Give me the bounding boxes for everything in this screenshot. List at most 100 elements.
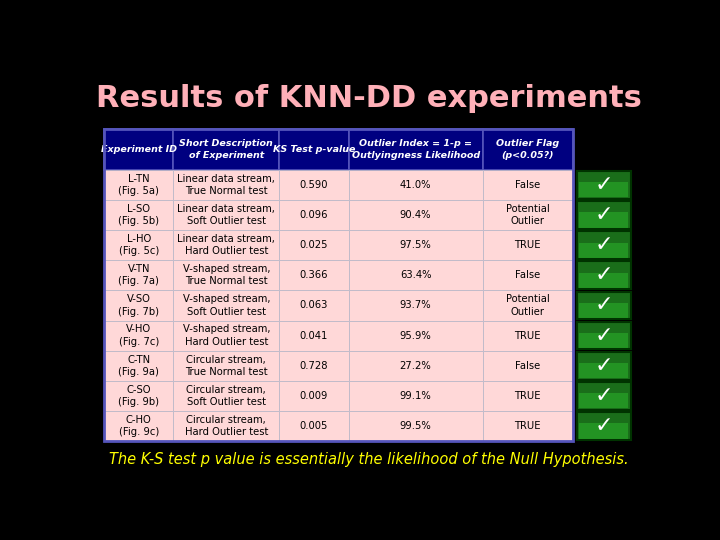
Text: C-TN
(Fig. 9a): C-TN (Fig. 9a) [118, 355, 159, 377]
Bar [482, 129, 572, 170]
Text: L-HO
(Fig. 5c): L-HO (Fig. 5c) [119, 234, 159, 256]
Bar [577, 352, 631, 380]
Text: 0.025: 0.025 [300, 240, 328, 250]
Text: V-shaped stream,
Hard Outlier test: V-shaped stream, Hard Outlier test [183, 325, 270, 347]
Bar [279, 200, 348, 230]
Bar [577, 201, 631, 229]
Text: V-shaped stream,
True Normal test: V-shaped stream, True Normal test [183, 264, 270, 287]
Text: 90.4%: 90.4% [400, 210, 431, 220]
Text: 41.0%: 41.0% [400, 180, 431, 190]
Bar [104, 381, 174, 411]
Text: C-SO
(Fig. 9b): C-SO (Fig. 9b) [118, 384, 159, 407]
Text: Results of KNN-DD experiments: Results of KNN-DD experiments [96, 84, 642, 112]
Text: False: False [515, 361, 540, 371]
Bar [577, 292, 631, 319]
Bar [279, 230, 348, 260]
Bar [580, 303, 629, 318]
Bar [482, 381, 572, 411]
Text: False: False [515, 271, 540, 280]
Bar [482, 200, 572, 230]
Text: The K-S test p value is essentially the likelihood of the Null Hypothesis.: The K-S test p value is essentially the … [109, 453, 629, 467]
Text: Potential
Outlier: Potential Outlier [505, 294, 549, 316]
Text: ✓: ✓ [595, 356, 613, 376]
Text: TRUE: TRUE [514, 330, 541, 341]
Bar [348, 200, 482, 230]
Text: 0.005: 0.005 [300, 421, 328, 431]
Bar [580, 273, 629, 288]
Text: ✓: ✓ [595, 265, 613, 285]
Text: 0.009: 0.009 [300, 391, 328, 401]
Bar [279, 291, 348, 321]
Bar [348, 321, 482, 350]
Bar [174, 291, 279, 321]
Bar [482, 291, 572, 321]
Bar [348, 350, 482, 381]
Bar [174, 200, 279, 230]
Text: ✓: ✓ [595, 235, 613, 255]
Bar [577, 322, 631, 349]
Text: 99.1%: 99.1% [400, 391, 431, 401]
Text: 0.041: 0.041 [300, 330, 328, 341]
Bar [482, 230, 572, 260]
Text: Circular stream,
Soft Outlier test: Circular stream, Soft Outlier test [186, 384, 266, 407]
Bar [580, 423, 629, 438]
Text: ✓: ✓ [595, 175, 613, 195]
Text: V-shaped stream,
Soft Outlier test: V-shaped stream, Soft Outlier test [183, 294, 270, 316]
Bar [482, 411, 572, 441]
Text: Potential
Outlier: Potential Outlier [505, 204, 549, 226]
Bar [348, 260, 482, 291]
Text: False: False [515, 180, 540, 190]
Bar [104, 411, 174, 441]
Text: 0.366: 0.366 [300, 271, 328, 280]
Bar [174, 321, 279, 350]
Text: Short Description
of Experiment: Short Description of Experiment [179, 139, 273, 159]
Text: V-SO
(Fig. 7b): V-SO (Fig. 7b) [118, 294, 159, 316]
Text: Linear data stream,
Hard Outlier test: Linear data stream, Hard Outlier test [177, 234, 275, 256]
Bar [174, 350, 279, 381]
Bar [279, 260, 348, 291]
Bar [279, 321, 348, 350]
Bar [577, 412, 631, 440]
Bar [104, 291, 174, 321]
Bar [580, 242, 629, 258]
Text: 63.4%: 63.4% [400, 271, 431, 280]
Bar [348, 170, 482, 200]
Bar [104, 230, 174, 260]
Bar [577, 171, 631, 199]
Bar [104, 350, 174, 381]
Bar [174, 381, 279, 411]
Bar [482, 350, 572, 381]
Text: 97.5%: 97.5% [400, 240, 431, 250]
Bar [580, 363, 629, 379]
Text: C-HO
(Fig. 9c): C-HO (Fig. 9c) [119, 415, 159, 437]
Bar [482, 260, 572, 291]
Bar [104, 129, 174, 170]
Text: 27.2%: 27.2% [400, 361, 431, 371]
Text: 95.9%: 95.9% [400, 330, 431, 341]
Bar [104, 260, 174, 291]
Bar [348, 411, 482, 441]
Text: L-TN
(Fig. 5a): L-TN (Fig. 5a) [118, 174, 159, 196]
Bar [174, 411, 279, 441]
Bar [580, 393, 629, 408]
Text: TRUE: TRUE [514, 240, 541, 250]
Text: 99.5%: 99.5% [400, 421, 431, 431]
Text: 0.728: 0.728 [300, 361, 328, 371]
Bar [104, 200, 174, 230]
Bar [279, 350, 348, 381]
Text: KS Test p-value: KS Test p-value [273, 145, 355, 154]
Text: 0.590: 0.590 [300, 180, 328, 190]
Text: ✓: ✓ [595, 386, 613, 406]
Text: ✓: ✓ [595, 205, 613, 225]
Text: Circular stream,
Hard Outlier test: Circular stream, Hard Outlier test [184, 415, 268, 437]
Text: 93.7%: 93.7% [400, 300, 431, 310]
Bar [104, 129, 572, 441]
Bar [174, 170, 279, 200]
Bar [482, 170, 572, 200]
Text: Circular stream,
True Normal test: Circular stream, True Normal test [185, 355, 268, 377]
Bar [174, 129, 279, 170]
Text: Linear data stream,
Soft Outlier test: Linear data stream, Soft Outlier test [177, 204, 275, 226]
Bar [104, 170, 174, 200]
Bar [577, 261, 631, 289]
Bar [279, 381, 348, 411]
